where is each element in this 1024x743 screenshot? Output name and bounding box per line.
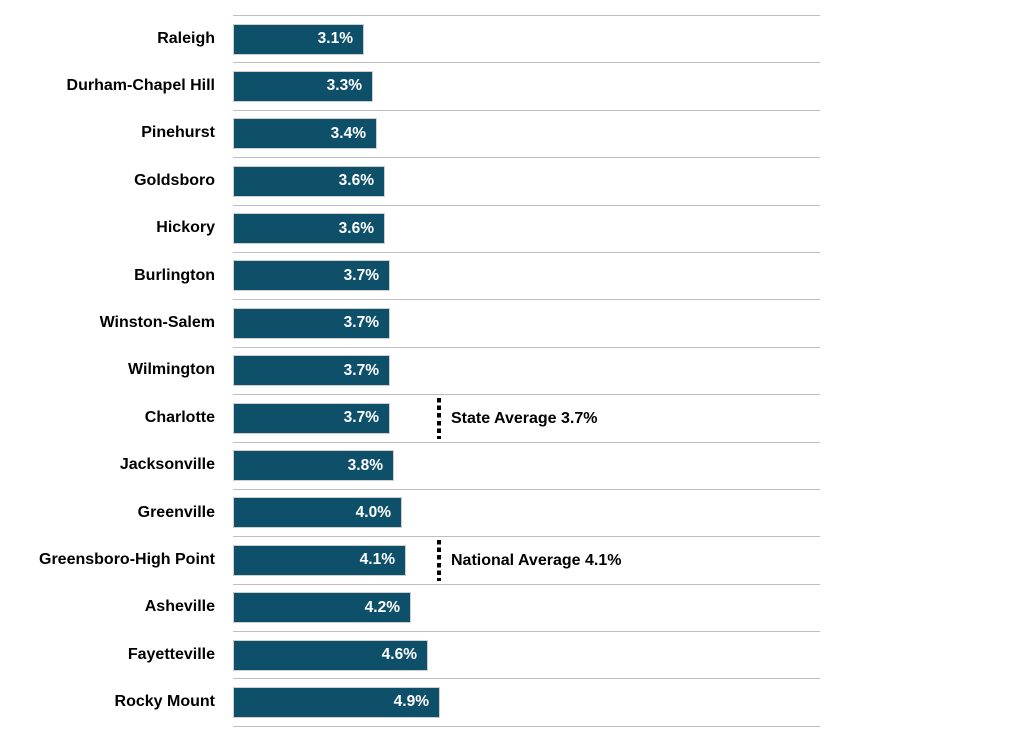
bar: 3.7% xyxy=(233,260,390,292)
bar-value-label: 3.1% xyxy=(317,30,353,47)
plot-area: 3.4% xyxy=(233,109,820,157)
category-label: Greensboro-High Point xyxy=(39,550,215,568)
bar: 4.6% xyxy=(233,639,428,671)
chart-rows: Raleigh 3.1% Durham-Chapel Hill 3.3% Pin… xyxy=(0,15,1024,726)
bar-value-label: 4.9% xyxy=(393,693,429,711)
dotted-line-icon xyxy=(437,540,441,582)
bar-value-label: 3.8% xyxy=(347,456,383,474)
chart-row: Jacksonville 3.8% xyxy=(0,441,1024,489)
category-label: Asheville xyxy=(144,598,215,616)
bar-value-label: 4.0% xyxy=(355,503,391,521)
category-label: Rocky Mount xyxy=(114,693,215,711)
chart-row: Raleigh 3.1% xyxy=(0,15,1024,62)
category-label: Greenville xyxy=(137,503,215,521)
plot-area: 4.1% National Average 4.1% xyxy=(233,536,820,583)
plot-area: 3.7% State Average 3.7% xyxy=(233,394,820,441)
category-label: Wilmington xyxy=(128,361,215,379)
chart-row: Greenville 4.0% xyxy=(0,488,1024,536)
average-annotation: National Average 4.1% xyxy=(437,540,622,582)
bottom-gridline xyxy=(233,725,820,727)
chart-row: Winston-Salem 3.7% xyxy=(0,299,1024,346)
bar: 3.3% xyxy=(233,70,373,102)
chart-row: Wilmington 3.7% xyxy=(0,346,1024,394)
bar-value-label: 3.7% xyxy=(343,266,379,284)
bar: 3.7% xyxy=(233,402,390,434)
bar-value-label: 3.7% xyxy=(343,314,379,332)
chart-row: Burlington 3.7% xyxy=(0,251,1024,299)
category-label: Goldsboro xyxy=(134,171,215,189)
plot-area: 3.8% xyxy=(233,441,820,489)
chart-row: Rocky Mount 4.9% xyxy=(0,678,1024,725)
category-label: Fayetteville xyxy=(127,645,215,663)
chart-row: Charlotte 3.7% State Average 3.7% xyxy=(0,394,1024,441)
chart-row: Pinehurst 3.4% xyxy=(0,109,1024,157)
category-label: Durham-Chapel Hill xyxy=(66,77,215,95)
average-annotation: State Average 3.7% xyxy=(437,398,598,440)
bar: 4.0% xyxy=(233,497,402,529)
bar-value-label: 4.1% xyxy=(359,551,395,569)
plot-area: 4.9% xyxy=(233,678,820,725)
bar: 3.6% xyxy=(233,165,385,197)
bar: 4.2% xyxy=(233,592,411,624)
bar-value-label: 3.7% xyxy=(343,409,379,427)
bar: 3.6% xyxy=(233,213,385,245)
category-label: Jacksonville xyxy=(119,456,215,474)
bar-value-label: 3.6% xyxy=(338,172,374,190)
bar-chart: Raleigh 3.1% Durham-Chapel Hill 3.3% Pin… xyxy=(0,15,1024,727)
category-label: Pinehurst xyxy=(141,124,215,142)
category-label: Burlington xyxy=(134,266,215,284)
plot-area: 3.7% xyxy=(233,299,820,346)
category-label: Hickory xyxy=(156,219,215,237)
chart-row: Durham-Chapel Hill 3.3% xyxy=(0,62,1024,109)
category-label: Charlotte xyxy=(144,408,215,426)
chart-row: Greensboro-High Point 4.1% National Aver… xyxy=(0,536,1024,583)
plot-area: 3.7% xyxy=(233,251,820,299)
plot-area: 4.0% xyxy=(233,488,820,536)
plot-area: 3.6% xyxy=(233,204,820,252)
plot-area: 3.1% xyxy=(233,15,820,62)
plot-area: 3.6% xyxy=(233,157,820,204)
chart-row: Fayetteville 4.6% xyxy=(0,631,1024,678)
bar-value-label: 3.4% xyxy=(330,124,366,142)
average-annotation-label: State Average 3.7% xyxy=(451,409,598,427)
bar-value-label: 4.6% xyxy=(381,646,417,664)
bar: 3.7% xyxy=(233,355,390,387)
average-annotation-label: National Average 4.1% xyxy=(451,551,622,569)
bar: 3.8% xyxy=(233,450,394,482)
category-label: Raleigh xyxy=(157,29,215,47)
bar: 4.1% xyxy=(233,544,406,576)
chart-row: Goldsboro 3.6% xyxy=(0,157,1024,204)
bar-value-label: 3.7% xyxy=(343,361,379,379)
plot-area: 3.3% xyxy=(233,62,820,109)
bar-value-label: 3.6% xyxy=(338,219,374,237)
bar: 3.1% xyxy=(233,23,364,55)
plot-area: 4.6% xyxy=(233,631,820,678)
bar-value-label: 4.2% xyxy=(364,598,400,616)
chart-row: Asheville 4.2% xyxy=(0,583,1024,631)
bar-value-label: 3.3% xyxy=(326,77,362,95)
chart-row: Hickory 3.6% xyxy=(0,204,1024,252)
bar: 3.4% xyxy=(233,118,377,150)
bar: 4.9% xyxy=(233,686,440,718)
bar: 3.7% xyxy=(233,307,390,339)
dotted-line-icon xyxy=(437,398,441,440)
plot-area: 4.2% xyxy=(233,583,820,631)
plot-area: 3.7% xyxy=(233,346,820,394)
category-label: Winston-Salem xyxy=(99,314,215,332)
